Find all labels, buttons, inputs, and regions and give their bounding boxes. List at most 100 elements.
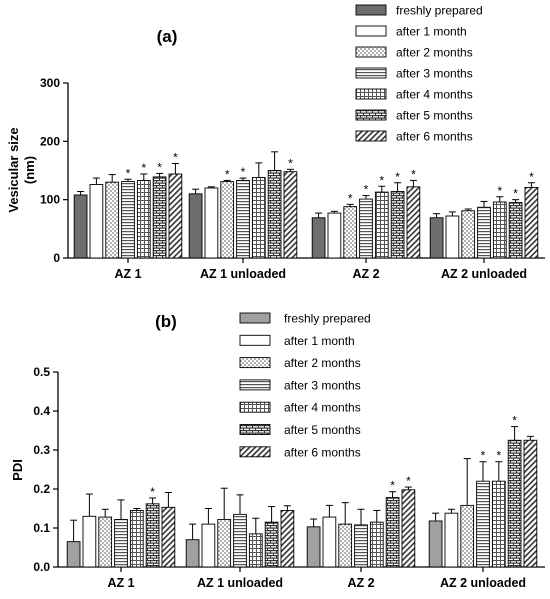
bar [306,526,321,568]
significance-marker: * [288,156,293,170]
bar [507,439,522,568]
bar [406,186,421,259]
legend-label: after 2 months [396,46,473,60]
bar [82,515,97,568]
bar [201,523,216,568]
bar [136,179,151,259]
legend: freshly prepared after 1 month after 2 mon… [355,4,483,144]
bar [359,198,373,259]
significance-marker: * [150,485,155,499]
bar [121,181,135,259]
bar [445,215,460,259]
legend-label: after 1 month [284,334,355,348]
bar [477,206,491,259]
y-axis-title: (nm) [22,156,37,184]
bar [401,489,416,568]
bar [390,191,405,259]
bar [204,187,219,259]
panel-label: (b) [155,312,177,331]
y-axis-title: PDI [10,459,25,481]
bar [233,513,247,568]
x-category-label: AZ 1 unloaded [197,576,283,590]
bar [185,539,200,568]
bar [217,518,232,568]
bar [385,497,400,568]
bar [428,520,443,568]
x-category-label: AZ 2 [347,576,374,590]
legend: freshly prepared after 1 month after 2 mon… [239,312,371,459]
bar [280,510,295,568]
bar [168,173,183,259]
bar [251,177,266,259]
bar [429,217,444,259]
bar [338,523,353,568]
legend-label: after 2 months [284,356,361,370]
bar [248,533,263,568]
bar [460,504,475,568]
bar [220,181,235,259]
legend-label: after 3 months [284,378,361,392]
legend-label: after 5 months [396,109,473,123]
legend-label: after 5 months [284,423,361,437]
legend-swatch [355,25,387,37]
significance-marker: * [225,167,230,181]
bar [523,439,538,568]
bar [98,516,113,568]
y-tick-label: 0.5 [33,365,50,379]
chart-panels: (a) Vesicular size (nm) 0 100 200 300 AZ 1 * * * * A… [6,4,545,590]
chart-panel: (b) PDI 0.0 0.1 0.2 0.3 0.4 0.5 AZ 1 * AZ 1 unload… [10,312,545,590]
legend-swatch [239,446,271,458]
legend-label: freshly prepared [396,4,483,18]
legend-swatch [239,379,271,391]
chart-panel: (a) Vesicular size (nm) 0 100 200 300 AZ 1 * * * * A… [6,4,545,281]
y-tick-label: 0.0 [33,560,50,574]
y-tick-label: 0 [53,251,60,265]
y-axis-title: Vesicular size [6,127,21,212]
bar [322,516,337,568]
significance-marker: * [379,173,384,187]
y-tick-label: 0.4 [33,404,50,418]
x-category-label: AZ 2 unloaded [441,267,527,281]
x-category-label: AZ 1 unloaded [200,267,286,281]
legend-swatch [239,357,271,369]
legend-label: after 1 month [396,25,467,39]
y-tick-label: 0.2 [33,482,50,496]
bar [492,201,507,259]
legend-swatch [239,312,271,324]
bar [476,480,490,568]
significance-marker: * [406,474,411,488]
legend-swatch [239,424,271,435]
bar [236,179,250,259]
x-category-label: AZ 1 [114,267,141,281]
significance-marker: * [126,166,131,180]
legend-label: after 3 months [396,67,473,81]
legend-swatch [239,401,271,413]
bar [491,480,506,568]
legend-swatch [355,67,387,79]
bar [374,191,389,259]
significance-marker: * [157,160,162,174]
y-tick-label: 0.3 [33,443,50,457]
bar [161,506,176,568]
significance-marker: * [395,170,400,184]
significance-marker: * [496,449,501,463]
significance-marker: * [529,170,534,184]
legend-label: freshly prepared [284,312,371,326]
bar [444,512,459,568]
significance-marker: * [364,183,369,197]
significance-marker: * [241,165,246,179]
significance-marker: * [173,151,178,165]
legend-swatch [355,130,387,142]
legend-swatch [355,88,387,100]
bar [73,194,88,259]
bar [369,521,384,568]
significance-marker: * [348,191,353,205]
bar [508,202,523,259]
bar [267,170,282,259]
bar [311,217,326,259]
panel-label: (a) [157,27,178,46]
legend-label: after 4 months [396,88,473,102]
y-tick-label: 300 [40,76,60,90]
